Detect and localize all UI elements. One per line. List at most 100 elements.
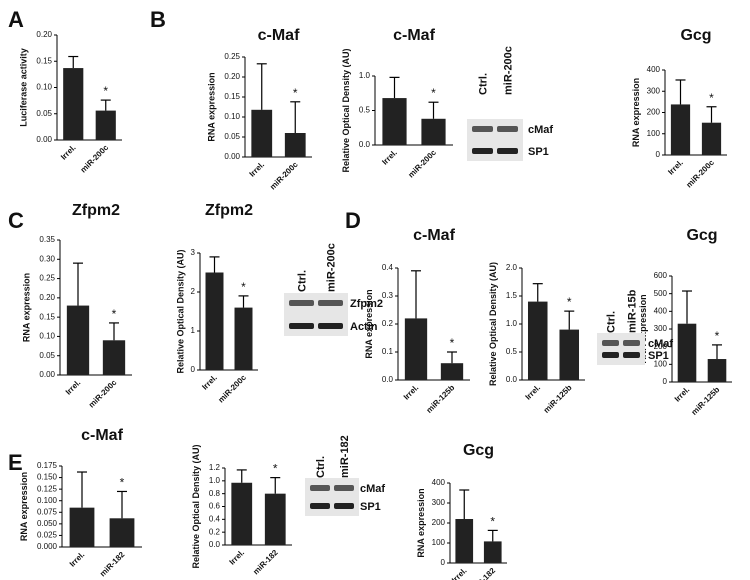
y-tick-label: 0.075 bbox=[37, 507, 58, 516]
y-tick-label: 0.4 bbox=[382, 263, 394, 272]
chart-title: c-Maf bbox=[81, 427, 123, 444]
y-tick-label: 0.00 bbox=[36, 135, 52, 144]
y-tick-label: 0.00 bbox=[39, 370, 55, 379]
chart-title: Zfpm2 bbox=[72, 202, 120, 219]
blot-frame bbox=[284, 293, 348, 336]
y-tick-label: 3 bbox=[191, 248, 196, 257]
panel-label: B bbox=[150, 7, 166, 32]
y-tick-label: 0.150 bbox=[37, 473, 58, 482]
band-label: cMaf bbox=[648, 338, 673, 350]
y-axis-label: Relative Optical Density (AU) bbox=[488, 262, 498, 386]
band-label: Actin bbox=[350, 321, 378, 333]
y-tick-label: 0.0 bbox=[359, 140, 371, 149]
y-tick-label: 0.050 bbox=[37, 519, 58, 528]
y-tick-label: 0.05 bbox=[224, 132, 240, 141]
panel-label: D bbox=[345, 208, 361, 233]
y-tick-label: 1.0 bbox=[209, 476, 221, 485]
y-tick-label: 500 bbox=[654, 289, 668, 298]
y-tick-label: 0.15 bbox=[39, 312, 55, 321]
blot-band bbox=[289, 300, 314, 306]
bar bbox=[205, 272, 224, 370]
y-axis-label: Luciferase activity bbox=[19, 48, 29, 127]
bar bbox=[670, 104, 691, 155]
chart-title: c-Maf bbox=[413, 227, 455, 244]
y-tick-label: 0.4 bbox=[209, 514, 221, 523]
bar bbox=[559, 329, 580, 380]
bar bbox=[483, 541, 502, 563]
y-tick-label: 0.20 bbox=[39, 293, 55, 302]
y-axis-label: RNA expression bbox=[416, 488, 426, 557]
blot-band bbox=[318, 300, 343, 306]
y-tick-label: 100 bbox=[654, 359, 668, 368]
bar bbox=[527, 301, 548, 380]
bar bbox=[701, 122, 722, 155]
y-tick-label: 100 bbox=[647, 129, 661, 138]
y-tick-label: 400 bbox=[432, 478, 446, 487]
blot-band bbox=[310, 485, 330, 491]
blot-band bbox=[334, 503, 354, 509]
y-tick-label: 0.10 bbox=[39, 332, 55, 341]
bar bbox=[109, 518, 135, 547]
band-label: cMaf bbox=[360, 483, 385, 495]
blot-band bbox=[497, 126, 518, 132]
y-tick-label: 0.0 bbox=[382, 375, 394, 384]
y-tick-label: 0.0 bbox=[506, 375, 518, 384]
bar bbox=[66, 305, 90, 375]
lane-label: Ctrl. bbox=[297, 270, 309, 292]
panel-label: A bbox=[8, 7, 24, 32]
bar bbox=[404, 318, 428, 380]
significance: * bbox=[293, 86, 298, 100]
y-tick-label: 1.0 bbox=[359, 71, 371, 80]
significance: * bbox=[450, 336, 455, 350]
y-tick-label: 0.30 bbox=[39, 254, 55, 263]
y-tick-label: 0.2 bbox=[209, 527, 221, 536]
chart-title: c-Maf bbox=[393, 27, 435, 44]
y-tick-label: 0 bbox=[441, 558, 446, 567]
blot-band bbox=[602, 340, 619, 346]
bar bbox=[677, 323, 697, 382]
y-tick-label: 0.00 bbox=[224, 152, 240, 161]
bar bbox=[102, 340, 126, 375]
y-tick-label: 0.0 bbox=[209, 540, 221, 549]
y-tick-label: 0.05 bbox=[39, 351, 55, 360]
significance: * bbox=[273, 462, 278, 476]
bar bbox=[251, 109, 273, 157]
y-tick-label: 0 bbox=[191, 365, 196, 374]
band-label: SP1 bbox=[528, 146, 549, 158]
y-tick-label: 0.05 bbox=[36, 109, 52, 118]
y-tick-label: 0 bbox=[656, 150, 661, 159]
significance: * bbox=[715, 329, 720, 343]
blot-band bbox=[334, 485, 354, 491]
y-axis-label: RNA expression bbox=[207, 72, 217, 141]
y-tick-label: 0.100 bbox=[37, 496, 58, 505]
bar bbox=[63, 68, 84, 140]
y-tick-label: 100 bbox=[432, 538, 446, 547]
y-tick-label: 0.000 bbox=[37, 542, 58, 551]
y-axis-label: Relative Optical Density (AU) bbox=[341, 48, 351, 172]
y-tick-label: 0.5 bbox=[359, 106, 371, 115]
y-tick-label: 1 bbox=[191, 326, 196, 335]
y-tick-label: 0.10 bbox=[224, 112, 240, 121]
bar bbox=[455, 519, 474, 563]
blot-band bbox=[623, 340, 640, 346]
y-tick-label: 0.1 bbox=[382, 347, 394, 356]
y-tick-label: 0.5 bbox=[506, 347, 518, 356]
y-axis-label: RNA expression bbox=[638, 294, 648, 363]
y-tick-label: 300 bbox=[647, 86, 661, 95]
bar bbox=[69, 507, 95, 547]
significance: * bbox=[103, 84, 108, 98]
y-tick-label: 0.15 bbox=[36, 56, 52, 65]
y-axis-label: RNA expression bbox=[631, 78, 641, 147]
y-tick-label: 0 bbox=[663, 377, 668, 386]
blot-band bbox=[497, 148, 518, 154]
y-tick-label: 1.2 bbox=[209, 463, 221, 472]
y-tick-label: 200 bbox=[647, 108, 661, 117]
band-label: cMaf bbox=[528, 124, 553, 136]
y-tick-label: 0.6 bbox=[209, 502, 221, 511]
blot-band bbox=[310, 503, 330, 509]
y-tick-label: 400 bbox=[654, 306, 668, 315]
lane-label: miR-15b bbox=[627, 289, 639, 333]
significance: * bbox=[241, 280, 246, 294]
y-tick-label: 1.0 bbox=[506, 319, 518, 328]
